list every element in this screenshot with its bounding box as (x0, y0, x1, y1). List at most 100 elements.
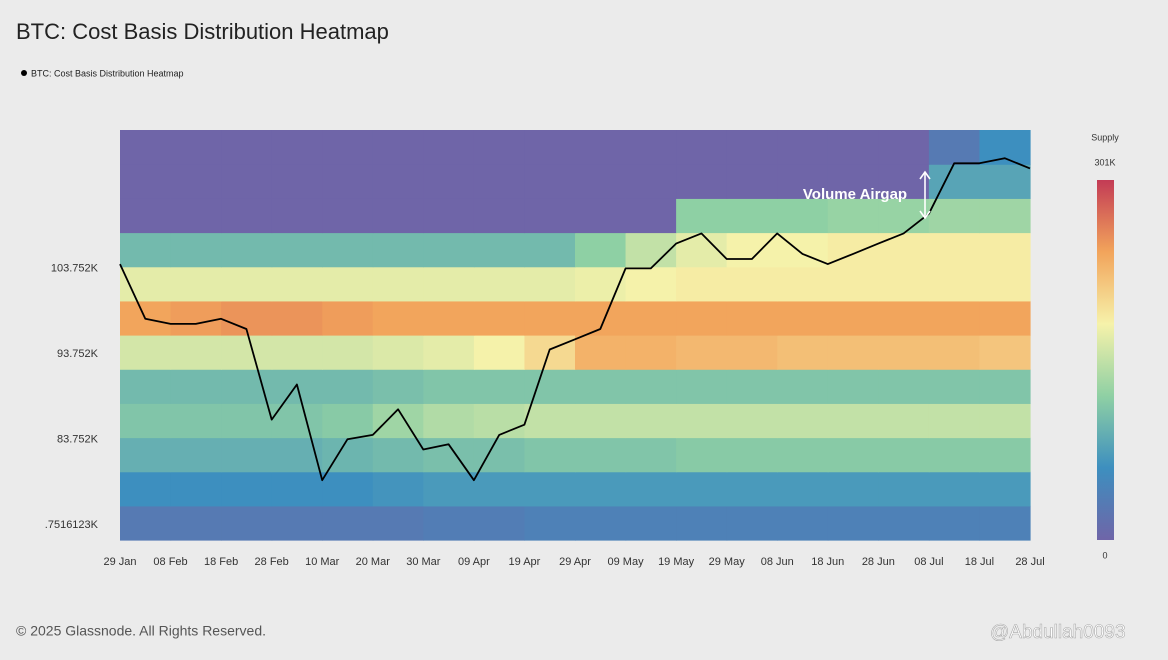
x-tick-label: 30 Mar (406, 556, 441, 568)
heat-cell (979, 403, 1031, 439)
heat-cell (322, 266, 374, 302)
heat-cell (120, 198, 172, 234)
heat-cell (372, 335, 424, 370)
heat-cell (120, 130, 172, 165)
heat-cell (979, 471, 1031, 507)
heat-cell (524, 369, 576, 404)
heat-cell (979, 300, 1031, 336)
heat-cell (928, 437, 981, 473)
heat-cell (322, 300, 374, 336)
heat-cell (777, 471, 829, 507)
x-tick-label: 10 Mar (305, 556, 340, 568)
heat-cell (322, 471, 374, 507)
heat-cell (221, 369, 273, 404)
heat-cell (322, 232, 374, 268)
heat-cell (575, 437, 627, 473)
heat-cell (221, 505, 273, 541)
x-tick-label: 19 Apr (509, 556, 541, 568)
legend-marker (21, 70, 27, 76)
heat-cell (878, 437, 930, 473)
heat-cell (271, 437, 323, 473)
heat-cell (676, 471, 728, 507)
heat-cell (625, 266, 677, 302)
heat-cell (827, 471, 879, 507)
heat-cell (473, 505, 526, 541)
heat-cell (625, 232, 677, 268)
heat-cell (120, 164, 172, 199)
heat-cell (120, 369, 172, 404)
heat-cell (372, 369, 424, 404)
heat-cell (575, 505, 627, 541)
heat-cell (878, 164, 930, 199)
heat-cell (827, 505, 879, 541)
heat-cell (777, 403, 829, 439)
heat-cell (423, 232, 475, 268)
heat-cell (524, 471, 576, 507)
heat-cell (878, 300, 930, 336)
heat-cell (473, 369, 526, 404)
heat-cell (575, 335, 627, 370)
heat-cell (170, 403, 222, 439)
heat-cell (423, 130, 475, 165)
heat-cell (625, 505, 677, 541)
heat-cell (726, 300, 778, 336)
heat-cell (120, 232, 172, 268)
heat-cell (979, 505, 1031, 541)
y-tick-label: .7516123K (45, 519, 99, 531)
heat-cell (221, 164, 273, 199)
heat-cell (625, 471, 677, 507)
heat-cell (372, 266, 424, 302)
heat-cell (777, 164, 829, 199)
heat-cell (827, 403, 879, 439)
heat-cell (170, 198, 222, 234)
heat-cell (928, 266, 981, 302)
heat-cell (777, 300, 829, 336)
heat-cell (575, 369, 627, 404)
heat-cell (423, 369, 475, 404)
heat-cell (524, 403, 576, 439)
heat-cell (170, 266, 222, 302)
heat-cell (979, 198, 1031, 234)
x-tick-label: 08 Jun (761, 556, 794, 568)
x-tick-label: 18 Jul (965, 556, 994, 568)
heat-cell (979, 232, 1031, 268)
heat-cell (271, 232, 323, 268)
x-tick-label: 28 Jul (1015, 556, 1044, 568)
heat-cell (372, 164, 424, 199)
heat-cell (726, 335, 778, 370)
heat-cell (878, 198, 930, 234)
price-line (119, 157, 1031, 482)
heat-cell (575, 130, 627, 165)
heat-cell (575, 300, 627, 336)
heat-cell (575, 198, 627, 234)
heat-cell (524, 266, 576, 302)
heat-cell (827, 266, 879, 302)
heat-cell (625, 198, 677, 234)
heat-cell (221, 232, 273, 268)
heatmap (120, 130, 1031, 541)
heat-cell (676, 505, 728, 541)
heat-cell (676, 335, 728, 370)
heat-cell (524, 198, 576, 234)
y-tick-label: 83.752K (57, 434, 99, 446)
heat-cell (928, 403, 981, 439)
heat-cell (524, 300, 576, 336)
colorbar (1097, 180, 1114, 540)
heat-cell (221, 198, 273, 234)
heat-cell (676, 300, 728, 336)
heat-cell (777, 198, 829, 234)
heat-cell (928, 130, 981, 165)
heat-cell (322, 335, 374, 370)
heat-cell (979, 164, 1031, 199)
heat-cell (170, 505, 222, 541)
heat-cell (979, 437, 1031, 473)
annotation: Volume Airgap (803, 186, 907, 203)
heat-cell (322, 505, 374, 541)
heat-cell (322, 198, 374, 234)
heat-cell (878, 369, 930, 404)
x-tick-label: 08 Jul (914, 556, 943, 568)
chart-title: BTC: Cost Basis Distribution Heatmap (16, 19, 389, 44)
heat-cell (322, 369, 374, 404)
heat-cell (575, 232, 627, 268)
